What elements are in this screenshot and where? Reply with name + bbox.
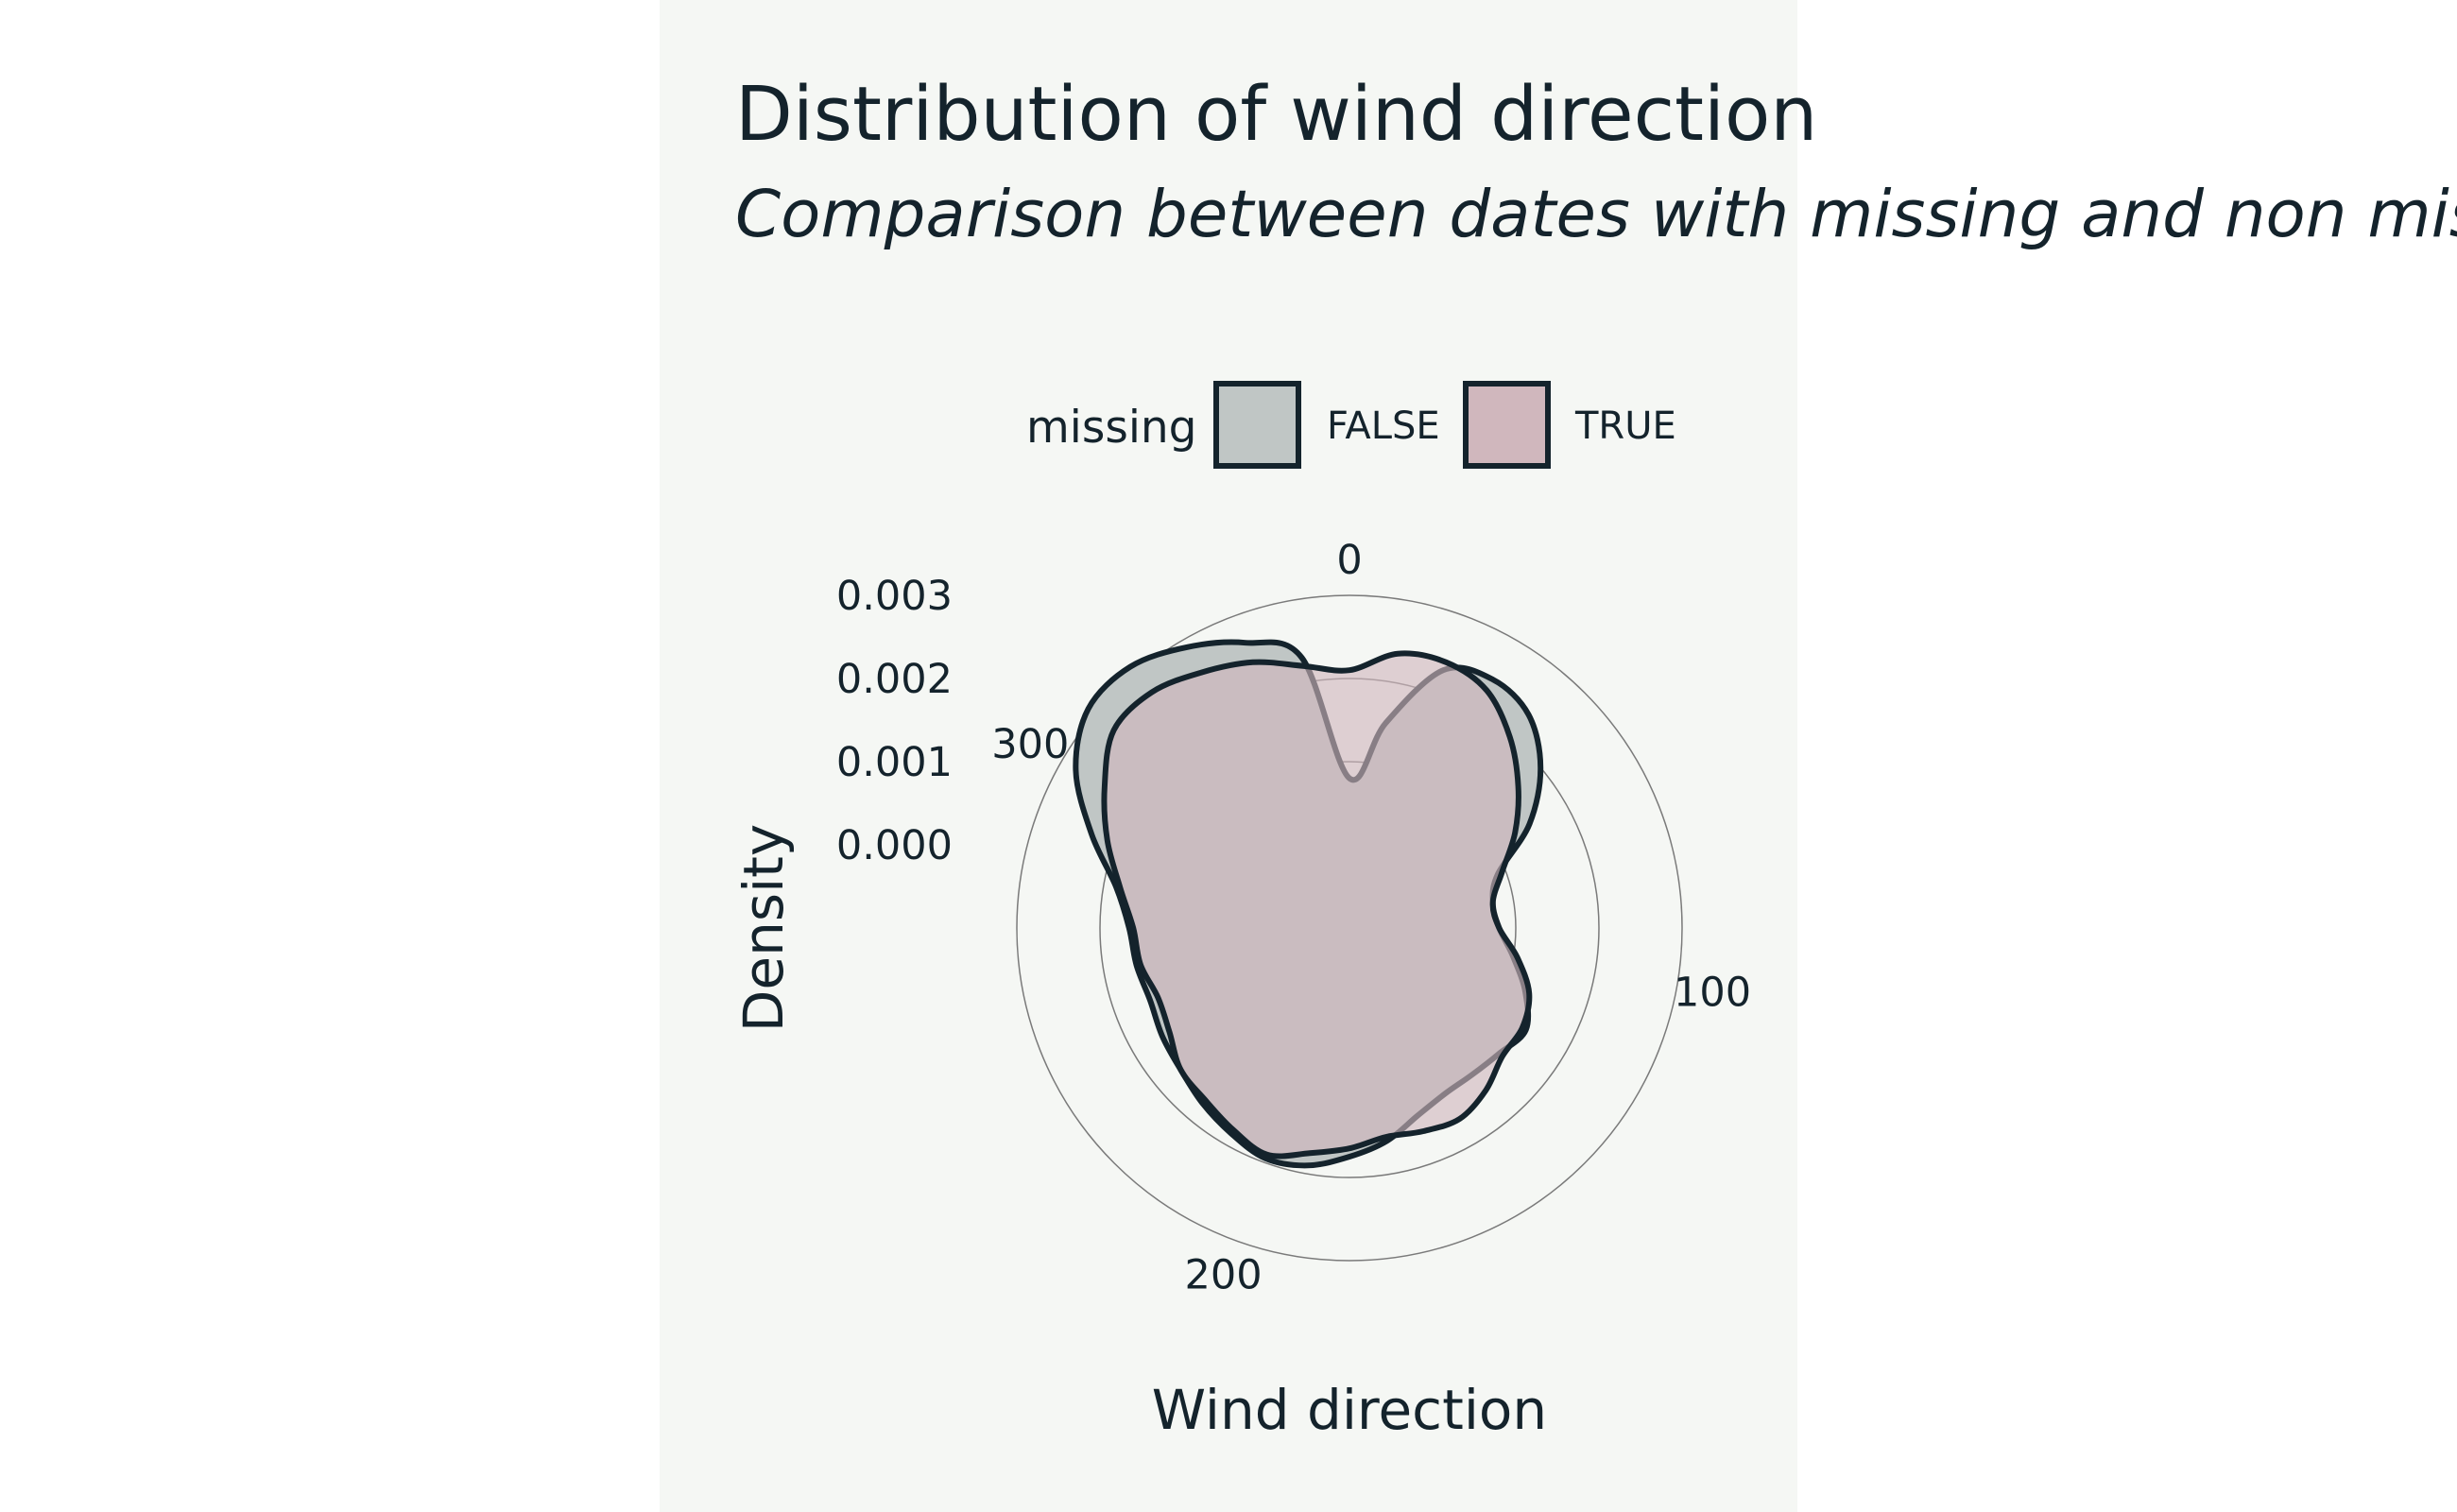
legend-key-true — [1463, 381, 1551, 469]
legend-label-true: TRUE — [1574, 404, 1676, 448]
legend-title: missing — [1026, 402, 1197, 454]
axis-ticks: 0 100 200 300 0.000 0.001 0.002 0.003 — [836, 537, 1751, 1299]
x-tick-label: 100 — [1674, 970, 1751, 1017]
grid-circle — [1016, 594, 1683, 1262]
y-tick-label: 0.003 — [836, 573, 953, 620]
y-axis-label: Density — [731, 824, 796, 1033]
y-tick-label: 0.001 — [836, 739, 953, 786]
y-tick-label: 0.000 — [836, 822, 953, 869]
x-axis-label: Wind direction — [1152, 1378, 1547, 1442]
legend-label-false: FALSE — [1327, 404, 1440, 448]
chart-title: Distribution of wind direction — [735, 71, 1817, 158]
chart-subtitle: Comparison between dates with missing an… — [735, 177, 2457, 252]
legend-key-false — [1213, 381, 1301, 469]
x-tick-label: 200 — [1185, 1252, 1263, 1299]
x-tick-label: 0 — [1336, 537, 1362, 584]
density-areas — [1073, 639, 1544, 1169]
x-tick-label: 300 — [991, 721, 1069, 768]
y-tick-label: 0.002 — [836, 656, 953, 703]
density-area-true — [1101, 650, 1533, 1160]
